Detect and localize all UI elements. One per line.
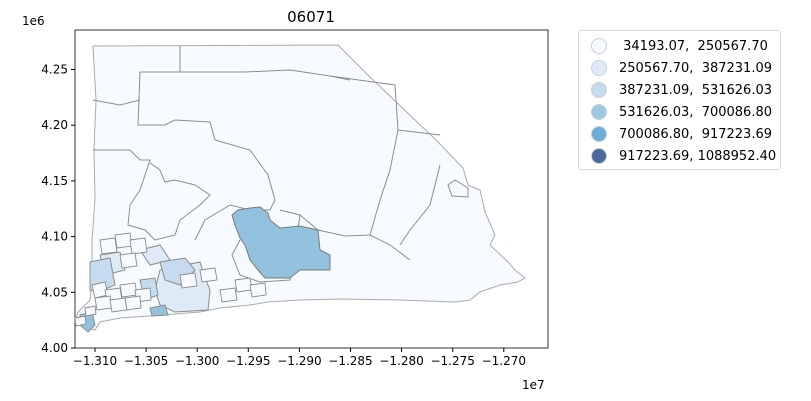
x-tick-label: −1.285: [328, 354, 372, 368]
legend-label: 34193.07, 250567.70: [619, 38, 768, 54]
legend-swatch: [591, 82, 607, 98]
legend-item: 700086.80, 917223.69: [591, 125, 772, 143]
region-class4: [149, 304, 169, 317]
x-tick-label: −1.290: [277, 354, 321, 368]
legend-label: 250567.70, 387231.09: [619, 60, 772, 76]
legend-item: 917223.69, 1088952.40: [591, 147, 776, 165]
region-boundary: [92, 46, 351, 241]
legend-label: 531626.03, 700086.80: [619, 104, 772, 120]
x-tick-label: −1.295: [226, 354, 270, 368]
legend-item: 250567.70, 387231.09: [591, 59, 772, 77]
y-tick-label: 4.10: [41, 230, 68, 244]
x-offset-label: 1e7: [522, 378, 545, 392]
y-tick-label: 4.15: [41, 174, 68, 188]
legend-item: 531626.03, 700086.80: [591, 103, 772, 121]
legend-label: 700086.80, 917223.69: [619, 126, 772, 142]
legend-swatch: [591, 104, 607, 120]
x-tick-label: −1.280: [379, 354, 423, 368]
region-class4: [231, 206, 331, 279]
y-tick-label: 4.05: [41, 285, 68, 299]
y-offset-label: 1e6: [22, 14, 45, 28]
x-tick-label: −1.300: [175, 354, 219, 368]
y-tick-label: 4.20: [41, 118, 68, 132]
legend-swatch: [591, 38, 607, 54]
region-main: [74, 44, 526, 331]
x-tick-label: −1.270: [482, 354, 526, 368]
urban-cluster: [74, 232, 267, 327]
map-title: 06071: [287, 8, 335, 26]
legend-swatch: [591, 126, 607, 142]
legend-item: 387231.09, 531626.03: [591, 81, 772, 99]
legend-swatch: [591, 148, 607, 164]
x-axis: −1.310 −1.305 −1.300 −1.295 −1.290 −1.285 −1.2…: [73, 348, 526, 368]
legend-swatch: [591, 60, 607, 76]
y-tick-label: 4.00: [41, 341, 68, 355]
y-axis: 4.00 4.05 4.10 4.15 4.20 4.25: [41, 63, 75, 355]
map-regions: [74, 44, 526, 333]
legend-label: 917223.69, 1088952.40: [619, 148, 777, 164]
region-boundary: [194, 75, 441, 261]
legend-item: 34193.07, 250567.70: [591, 37, 768, 55]
x-tick-label: −1.305: [124, 354, 168, 368]
y-tick-label: 4.25: [41, 63, 68, 77]
legend-label: 387231.09, 531626.03: [619, 82, 772, 98]
legend: 34193.07, 250567.70 250567.70, 387231.09…: [578, 30, 781, 170]
x-tick-label: −1.275: [430, 354, 474, 368]
x-tick-label: −1.310: [73, 354, 117, 368]
